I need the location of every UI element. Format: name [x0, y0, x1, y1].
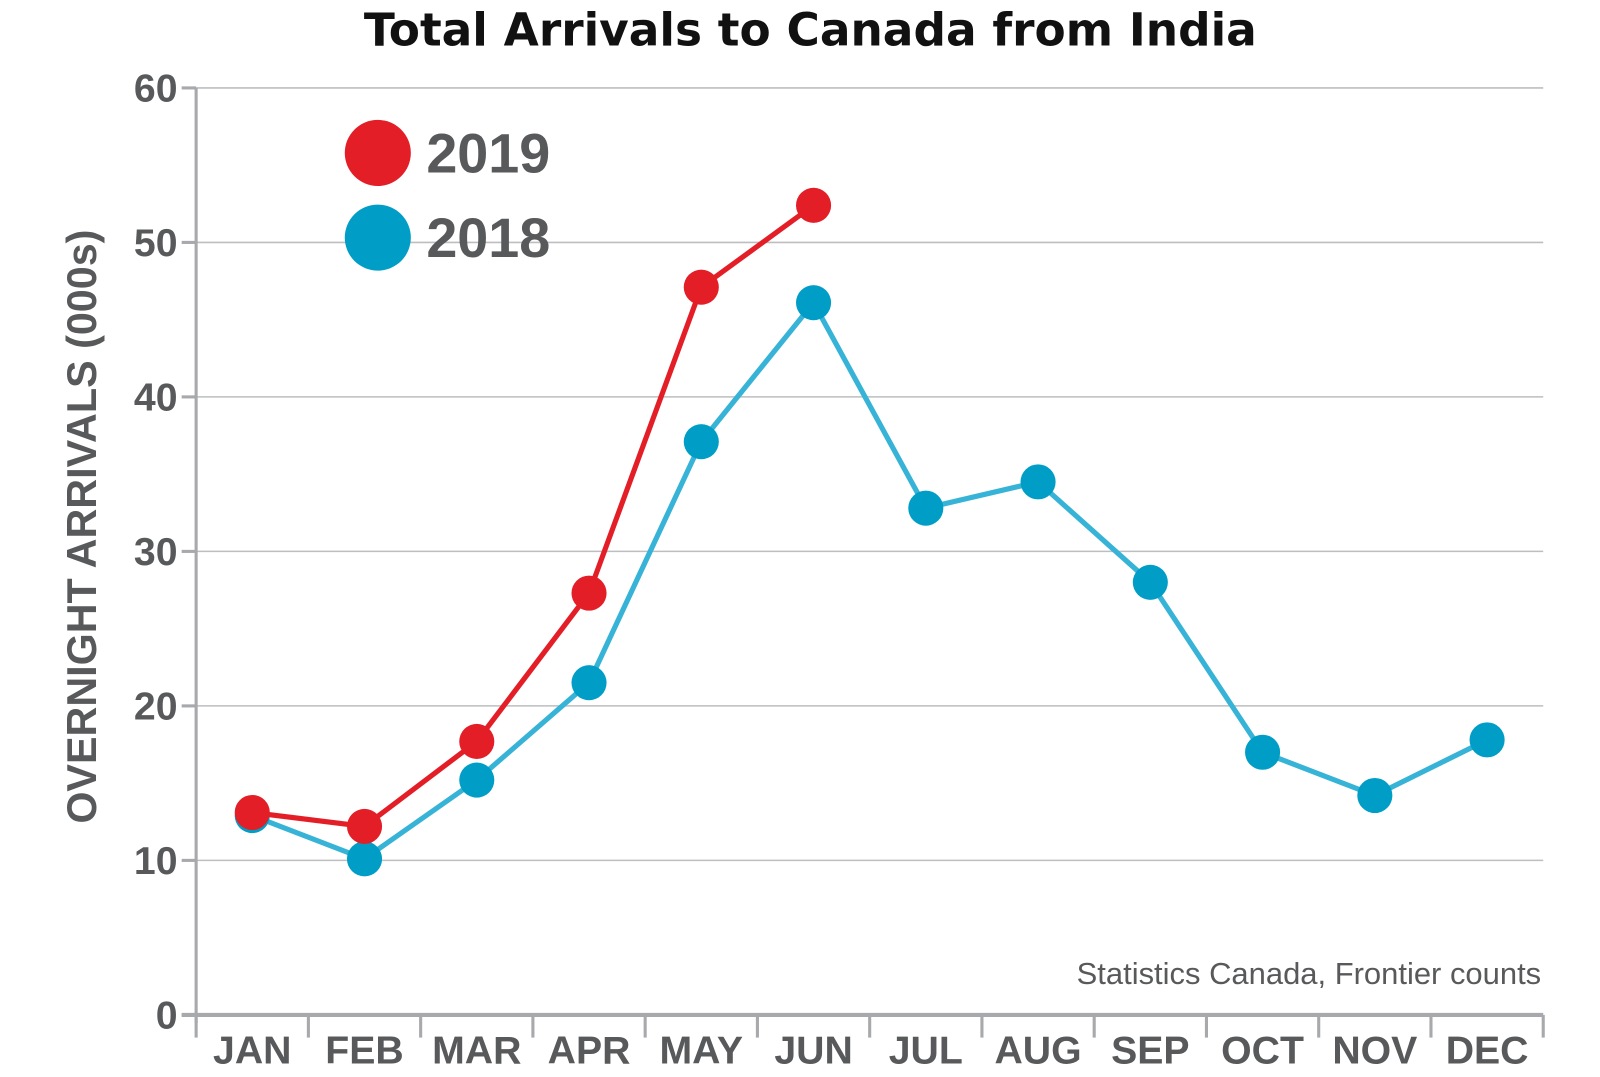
y-tick-label: 20 — [134, 684, 178, 728]
data-point-2018 — [346, 841, 383, 877]
data-point-2018 — [1469, 722, 1505, 758]
x-tick-label: APR — [548, 1028, 631, 1072]
data-point-2018 — [908, 490, 944, 526]
series-line-2019 — [251, 203, 816, 829]
data-point-2018 — [796, 285, 832, 321]
x-tick-label: AUG — [994, 1028, 1081, 1072]
data-point-2018 — [1132, 564, 1168, 600]
y-tick-label: 0 — [156, 993, 178, 1037]
y-axis: 0 10 20 30 40 50 60 — [134, 66, 198, 1037]
y-tick-label: 30 — [134, 530, 178, 574]
x-tick-label: DEC — [1446, 1028, 1529, 1072]
x-tick-label: MAY — [660, 1028, 744, 1072]
x-tick-label: NOV — [1332, 1028, 1417, 1072]
x-tick-label: OCT — [1221, 1028, 1304, 1072]
series-layer — [234, 187, 1505, 877]
series-line-2018 — [251, 300, 1489, 862]
data-point-2019 — [571, 575, 607, 611]
data-point-2018 — [1357, 777, 1393, 814]
y-tick-label: 50 — [134, 221, 178, 265]
y-tick-label: 60 — [134, 66, 178, 110]
x-tick-label: SEP — [1111, 1028, 1189, 1072]
chart-title: Total Arrivals to Canada from India — [364, 4, 1257, 57]
x-tick-label: FEB — [325, 1028, 403, 1072]
data-point-2019 — [346, 808, 383, 844]
legend: 2019 2018 — [344, 119, 550, 271]
legend-marker-2018 — [344, 204, 411, 271]
y-tick-label: 10 — [134, 839, 178, 883]
x-tick-label: JUL — [889, 1028, 963, 1072]
source-note: Statistics Canada, Frontier counts — [1077, 956, 1542, 991]
data-point-2019 — [683, 269, 719, 305]
data-point-2018 — [1245, 734, 1281, 770]
x-tick-label: JUN — [774, 1028, 852, 1072]
legend-marker-2019 — [344, 119, 411, 186]
x-axis: JAN FEB MAR APR MAY JUN JUL AUG SEP OCT NOV DEC — [181, 1012, 1545, 1072]
data-point-2019 — [459, 723, 495, 759]
data-point-2018 — [459, 762, 495, 798]
legend-label-2019: 2019 — [426, 123, 550, 185]
data-point-2018 — [571, 665, 607, 701]
data-point-2019 — [234, 794, 270, 831]
data-point-2019 — [796, 187, 832, 223]
legend-label-2018: 2018 — [426, 207, 550, 269]
y-tick-label: 40 — [134, 375, 178, 419]
x-tick-label: JAN — [213, 1028, 291, 1072]
data-point-2018 — [683, 424, 719, 460]
x-tick-label: MAR — [432, 1028, 521, 1072]
data-point-2018 — [1020, 464, 1056, 500]
grid-lines — [196, 87, 1544, 862]
y-axis-label: OVERNIGHT ARRIVALS (000s) — [59, 230, 105, 824]
